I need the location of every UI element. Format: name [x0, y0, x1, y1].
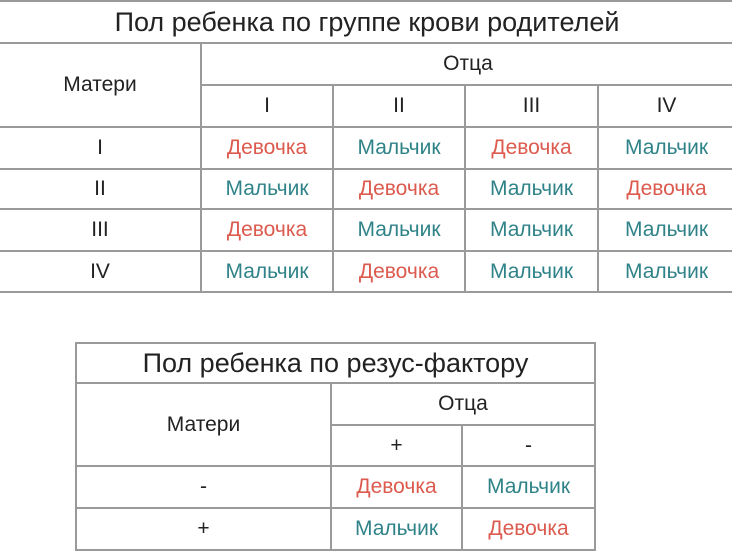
mother-header: Матери [0, 42, 202, 128]
father-group-header: III [464, 84, 599, 128]
blood-table-title: Пол ребенка по группе крови родителей [0, 0, 732, 44]
result-cell: Мальчик [332, 126, 466, 170]
mother-group-cell: - [75, 465, 332, 509]
result-cell: Мальчик [464, 168, 599, 210]
result-cell: Девочка [332, 168, 466, 210]
rh-factor-table: Пол ребенка по резус-фактору Матери Отца… [74, 342, 597, 551]
father-header: Отца [329, 382, 597, 426]
father-header: Отца [200, 42, 732, 86]
result-cell: Девочка [200, 208, 334, 252]
result-cell: Девочка [200, 126, 334, 170]
result-cell: Мальчик [332, 208, 466, 252]
result-cell: Мальчик [460, 465, 597, 509]
result-cell: Мальчик [597, 250, 732, 293]
result-cell: Девочка [460, 507, 597, 551]
result-cell: Мальчик [464, 208, 599, 252]
result-cell: Девочка [330, 465, 463, 509]
result-cell: Мальчик [597, 208, 732, 252]
table-row: I Девочка Мальчик Девочка Мальчик [0, 126, 732, 170]
father-group-header: - [460, 424, 597, 467]
father-group-header: I [200, 84, 334, 128]
table-row: - Девочка Мальчик [75, 465, 597, 509]
result-cell: Мальчик [200, 250, 334, 293]
mother-group-cell: III [0, 208, 202, 252]
mother-group-cell: IV [0, 250, 202, 293]
mother-group-cell: + [75, 507, 332, 551]
result-cell: Мальчик [200, 168, 334, 210]
result-cell: Мальчик [330, 507, 463, 551]
father-group-header: + [330, 424, 463, 467]
mother-group-cell: II [0, 168, 202, 210]
mother-header: Матери [75, 382, 332, 467]
result-cell: Девочка [597, 168, 732, 210]
blood-group-table: Пол ребенка по группе крови родителей Ма… [0, 0, 732, 293]
result-cell: Девочка [464, 126, 599, 170]
table-row: + Мальчик Девочка [75, 507, 597, 551]
table-row: IV Мальчик Девочка Мальчик Мальчик [0, 250, 732, 293]
rh-table-title: Пол ребенка по резус-фактору [74, 342, 597, 384]
table-row: II Мальчик Девочка Мальчик Девочка [0, 168, 732, 210]
result-cell: Мальчик [597, 126, 732, 170]
result-cell: Мальчик [464, 250, 599, 293]
father-group-header: IV [597, 84, 732, 128]
table-row: III Девочка Мальчик Мальчик Мальчик [0, 208, 732, 252]
result-cell: Девочка [332, 250, 466, 293]
mother-group-cell: I [0, 126, 202, 170]
father-group-header: II [332, 84, 466, 128]
